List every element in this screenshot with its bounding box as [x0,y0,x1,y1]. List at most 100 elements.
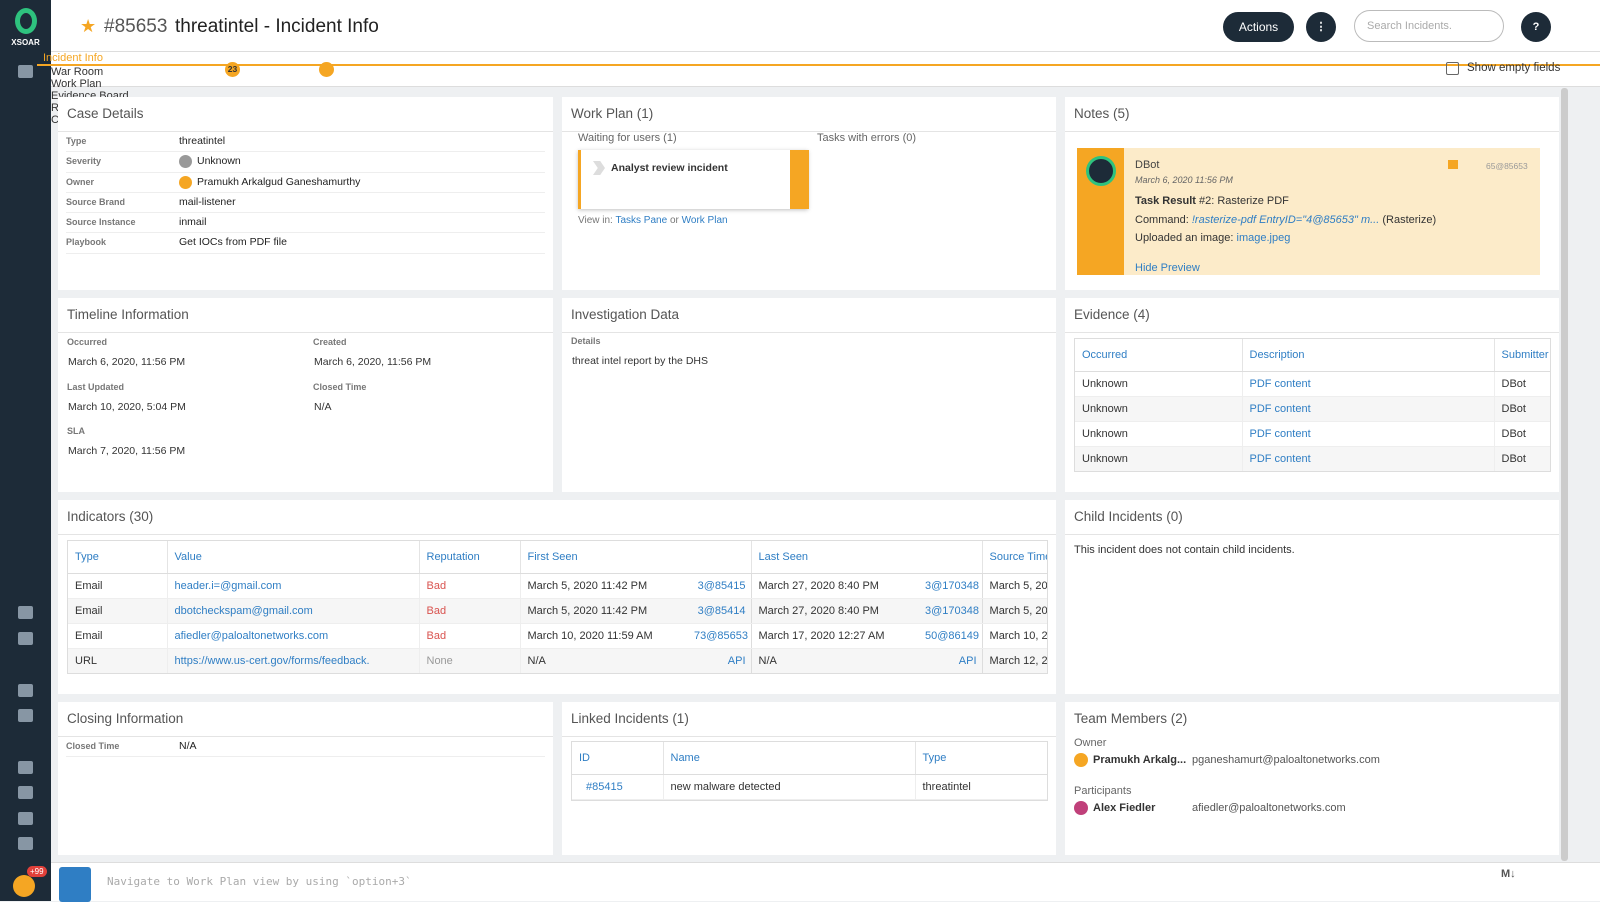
field-label: Type [66,136,87,146]
actions-button[interactable]: Actions [1223,12,1294,42]
table-row[interactable]: Unknown PDF content DBot [1075,421,1550,447]
column-header[interactable]: Description [1242,339,1495,372]
user-avatar[interactable] [13,875,35,897]
field-label: Last Updated [67,381,125,392]
panel-title: Work Plan (1) [571,106,654,121]
table-row[interactable]: Email afiedler@paloaltonetworks.com Bad Mar… [68,623,1047,649]
table-cell: Unknown [1075,371,1243,397]
jobs-icon[interactable] [18,709,33,722]
column-header[interactable]: Occurred [1075,339,1243,372]
table-cell: Bad [419,623,521,649]
upload-line: Uploaded an image: image.jpeg [1135,232,1290,244]
tab[interactable]: War Room [51,66,104,78]
automation-icon[interactable] [18,786,33,799]
column-header[interactable]: Type [68,541,168,574]
data-table: Occurred Description Submitter Unknown PDF c… [1075,339,1550,471]
column-header[interactable]: Type [915,742,1047,775]
table-row[interactable]: Email dbotcheckspam@gmail.com Bad March 5, … [68,598,1047,624]
table-cell: March 5, 20 [982,573,1047,599]
task-card[interactable]: Analyst review incident [578,150,809,209]
table-cell: API [918,648,983,673]
table-cell: Bad [419,573,521,599]
column-header[interactable]: Value [167,541,420,574]
table-row[interactable]: Unknown PDF content DBot [1075,396,1550,422]
tab[interactable]: Incident Info [37,52,1600,66]
table-cell: 3@85414 [687,598,752,624]
table-cell: threatintel [915,774,1047,800]
scrollbar[interactable] [1561,88,1568,861]
more-button[interactable]: ⋮ [1306,12,1336,42]
settings-icon[interactable] [18,837,33,850]
checkbox-label[interactable]: Show empty fields [1467,62,1561,74]
table-cell: March 10, 2020 11:59 AM [520,623,687,649]
table-cell: DBot [1494,396,1550,422]
work-plan-panel: Work Plan (1) Waiting for users (1) Task… [562,97,1056,290]
tab-icon [319,62,334,77]
panel-title: Linked Incidents (1) [571,711,689,726]
field-label: SLA [67,426,85,436]
waiting-label: Waiting for users (1) [578,132,677,144]
table-cell: March 5, 2020 11:42 PM [520,573,687,599]
cli-button[interactable] [59,867,91,902]
value: #2: Rasterize PDF [1199,195,1289,207]
column-header[interactable]: Submitter [1494,339,1550,372]
checkbox[interactable] [1446,62,1459,75]
cli-input[interactable]: Navigate to Work Plan view by using `opt… [107,875,412,888]
table-cell: Unknown [1075,421,1243,447]
label: Task Result [1135,195,1196,207]
header-row: Occurred Description Submitter [1075,339,1550,372]
participant-name: Alex Fiedler [1093,802,1156,814]
column-header[interactable]: Reputation [419,541,521,574]
markdown-icon[interactable]: M↓ [1501,868,1516,880]
field-value: threatintel [179,135,226,147]
column-header[interactable]: Source Time [982,541,1047,574]
work-plan-link[interactable]: Work Plan [681,215,728,226]
logo [15,8,37,34]
field-value: Get IOCs from PDF file [179,236,287,249]
table-row[interactable]: #85415 new malware detected threatintel [572,774,1047,800]
data-table: Type Value Reputation First Seen Last Seen So… [68,541,1047,673]
tasks-pane-link[interactable]: Tasks Pane [615,215,668,226]
column-header[interactable]: Name [663,742,916,775]
field-value: threat intel report by the DHS [572,355,708,367]
table-cell: 3@170348 [918,573,983,599]
data-table: ID Name Type #85415 new malware detected thre… [572,742,1047,800]
column-header[interactable]: Last Seen [751,541,983,574]
table-cell: header.i=@gmail.com [167,573,420,599]
icon [179,175,192,189]
marketplace-icon[interactable] [18,812,33,825]
star-icon[interactable]: ★ [80,16,97,36]
evidence-panel: Evidence (4) Occurred Description Submitter… [1065,298,1559,492]
owner-email: pganeshamurt@paloaltonetworks.com [1192,754,1380,766]
panel-title: Case Details [67,106,144,121]
column-header[interactable]: ID [572,742,664,775]
table-row[interactable]: Unknown PDF content DBot [1075,446,1550,471]
table-row[interactable]: Email header.i=@gmail.com Bad March 5, 2020… [68,573,1047,599]
message: This incident does not contain child inc… [1074,544,1295,556]
playbooks-icon[interactable] [18,761,33,774]
image-link[interactable]: image.jpeg [1236,232,1291,244]
table-row[interactable]: Unknown PDF content DBot [1075,371,1550,397]
threat-icon[interactable] [18,684,33,697]
home-icon[interactable] [18,606,33,619]
hide-preview[interactable]: Hide Preview [1135,262,1200,274]
help-button[interactable]: ? [1521,12,1551,42]
note-card: DBot March 6, 2020 11:56 PM 65@85653 Tas… [1077,148,1540,275]
search-input[interactable]: Search Incidents. [1354,10,1504,42]
tab[interactable]: Work Plan [51,78,102,90]
table-row[interactable]: URL https://www.us-cert.gov/forms/feedbac… [68,648,1047,673]
table-cell: API [687,648,752,673]
timeline-panel: Timeline Information Occurred March 6, 202… [58,298,553,492]
table-cell: DBot [1494,446,1550,471]
pin-icon[interactable] [18,65,33,78]
table-cell: PDF content [1242,421,1495,447]
reports-icon[interactable] [18,632,33,645]
column-header[interactable]: First Seen [520,541,752,574]
command[interactable]: !rasterize-pdf EntryID="4@85653" m... [1191,214,1380,226]
task-result: Task Result #2: Rasterize PDF [1135,195,1289,207]
cli-bar: Navigate to Work Plan view by using `opt… [51,862,1600,902]
field-value: March 7, 2020, 11:56 PM [68,445,186,457]
command-line: Command: !rasterize-pdf EntryID="4@85653… [1135,214,1436,226]
note-date: March 6, 2020 11:56 PM [1135,175,1233,185]
